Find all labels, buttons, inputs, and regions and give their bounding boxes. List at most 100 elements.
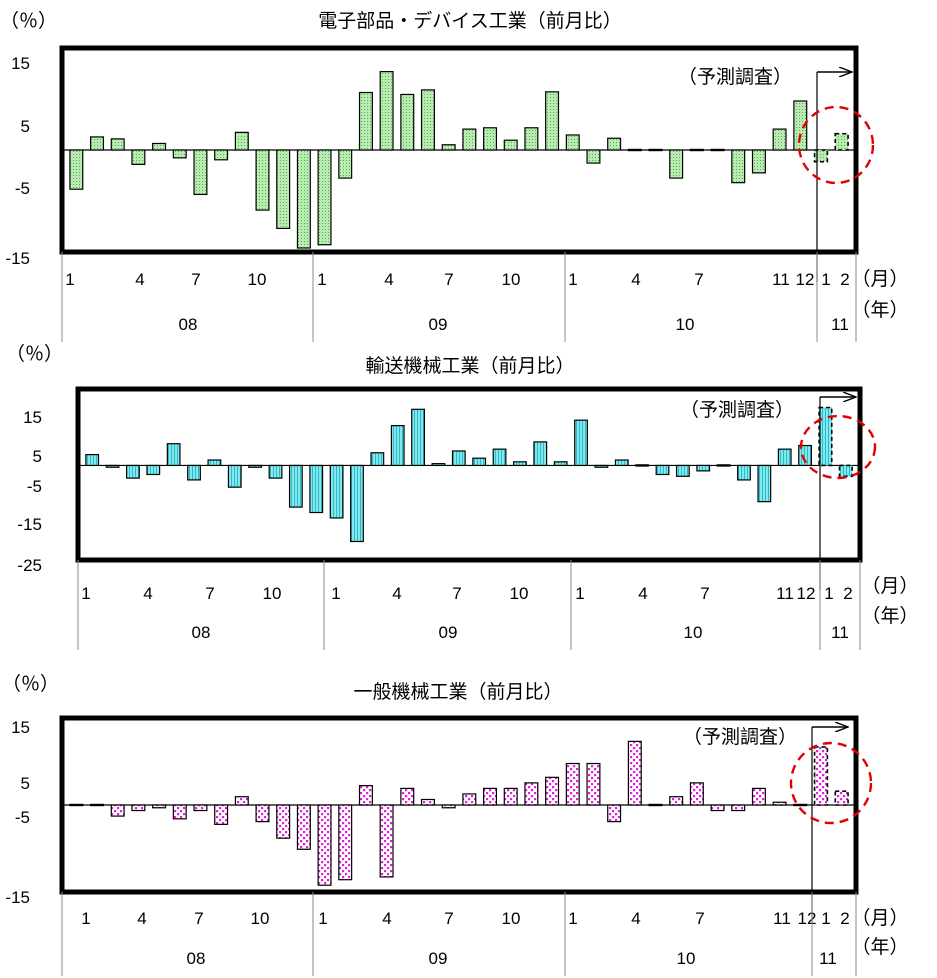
y-tick-label: 5: [21, 774, 30, 793]
bar: [793, 803, 808, 807]
x-month-label: 4: [392, 584, 401, 603]
plot-frame: [59, 45, 859, 255]
x-year-label: 11: [819, 949, 837, 968]
bar: [751, 149, 766, 174]
bar: [545, 91, 560, 151]
bar: [214, 149, 229, 161]
x-month-label: 7: [194, 909, 203, 928]
y-tick-label: 15: [11, 718, 30, 737]
bar: [565, 134, 580, 151]
x-month-label: 7: [695, 909, 704, 928]
x-month-label: 2: [843, 584, 852, 603]
x-month-label: 11: [776, 584, 794, 603]
bar: [276, 804, 291, 839]
x-year-label: 09: [429, 949, 448, 968]
x-month-label: 1: [821, 270, 830, 289]
bar: [675, 464, 690, 477]
x-month-label: 11: [773, 909, 791, 928]
y-tick-label: 5: [33, 447, 42, 466]
x-year-label: 08: [179, 315, 198, 334]
bar: [553, 461, 568, 467]
bar: [187, 464, 201, 481]
bar: [689, 782, 704, 806]
chart-panel-machinery: （％） 一般機械工業（前月比） 15 5 -5 -15 （予測調査） 1 4 7 10 1 4 7…: [2, 673, 909, 976]
bar: [731, 149, 746, 184]
x-month-label: 4: [137, 909, 146, 928]
x-month-label: 7: [694, 270, 703, 289]
x-month-unit: （月）: [851, 268, 908, 290]
x-month-label: 7: [452, 584, 461, 603]
x-month-label: 1: [824, 584, 833, 603]
bar: [607, 804, 622, 823]
bar-forecast: [813, 746, 829, 806]
x-year-label: 09: [429, 315, 448, 334]
y-tick-label: -5: [15, 808, 30, 827]
bar: [370, 452, 385, 467]
bar: [586, 762, 601, 806]
bar: [296, 149, 311, 249]
x-month-label: 4: [631, 270, 640, 289]
x-month-label: 1: [821, 909, 830, 928]
plot-frame: [75, 386, 863, 563]
bar: [69, 803, 84, 807]
bar: [288, 464, 303, 508]
bar: [731, 804, 746, 812]
forecast-label: （予測調査）: [680, 399, 794, 421]
bar: [635, 464, 650, 467]
x-month-label: 1: [331, 584, 340, 603]
x-month-label: 1: [81, 584, 90, 603]
y-tick-label: -15: [5, 249, 30, 268]
bar: [276, 149, 291, 230]
bar: [594, 464, 609, 468]
x-month-label: 2: [840, 270, 849, 289]
chart-title: 輸送機械工業（前月比）: [365, 355, 574, 377]
bar: [193, 804, 208, 812]
x-year-unit: （年）: [851, 299, 908, 321]
x-month-label: 7: [444, 270, 453, 289]
bar: [166, 443, 181, 467]
x-month-label: 1: [575, 584, 584, 603]
chart-panel-transport: （％） 輸送機械工業（前月比） 155-5-15-25 （予測調査） 1 4 7 10…: [6, 343, 919, 650]
bar: [152, 804, 167, 809]
chart-title: 電子部品・デバイス工業（前月比）: [318, 10, 621, 32]
bar: [420, 89, 435, 151]
bar-forecast: [818, 406, 833, 467]
x-month-unit: （月）: [851, 907, 908, 929]
bar: [309, 464, 324, 514]
bar: [772, 801, 787, 806]
bar: [227, 464, 242, 488]
bar: [255, 149, 270, 211]
x-year-unit: （年）: [861, 605, 918, 627]
bar: [379, 70, 394, 151]
bar: [248, 464, 263, 468]
y-tick-label: -5: [27, 477, 42, 496]
y-tick-label: 5: [21, 117, 30, 136]
bar: [152, 142, 167, 151]
bar: [431, 463, 446, 467]
bar: [483, 127, 498, 151]
bar: [524, 127, 539, 151]
bar: [574, 419, 588, 467]
x-month-label: 4: [135, 270, 144, 289]
x-month-label: 2: [840, 909, 849, 928]
forecast-highlight-circle: [789, 741, 873, 825]
bar: [483, 787, 498, 806]
bar: [565, 762, 580, 806]
x-year-label: 10: [677, 949, 696, 968]
bar: [586, 149, 601, 164]
chart-title: 一般機械工業（前月比）: [353, 681, 562, 703]
bar: [757, 464, 772, 503]
x-month-label: 4: [384, 270, 393, 289]
x-month-label: 1: [318, 909, 327, 928]
bar: [110, 138, 125, 151]
x-year-label: 09: [439, 623, 458, 642]
bar: [234, 796, 249, 806]
bar: [110, 804, 125, 817]
x-month-label: 1: [65, 270, 74, 289]
x-month-label: 12: [798, 909, 817, 928]
y-unit-label: （％）: [6, 343, 63, 365]
y-tick-label: -15: [17, 515, 42, 534]
bar: [627, 740, 642, 806]
bar: [338, 804, 353, 881]
